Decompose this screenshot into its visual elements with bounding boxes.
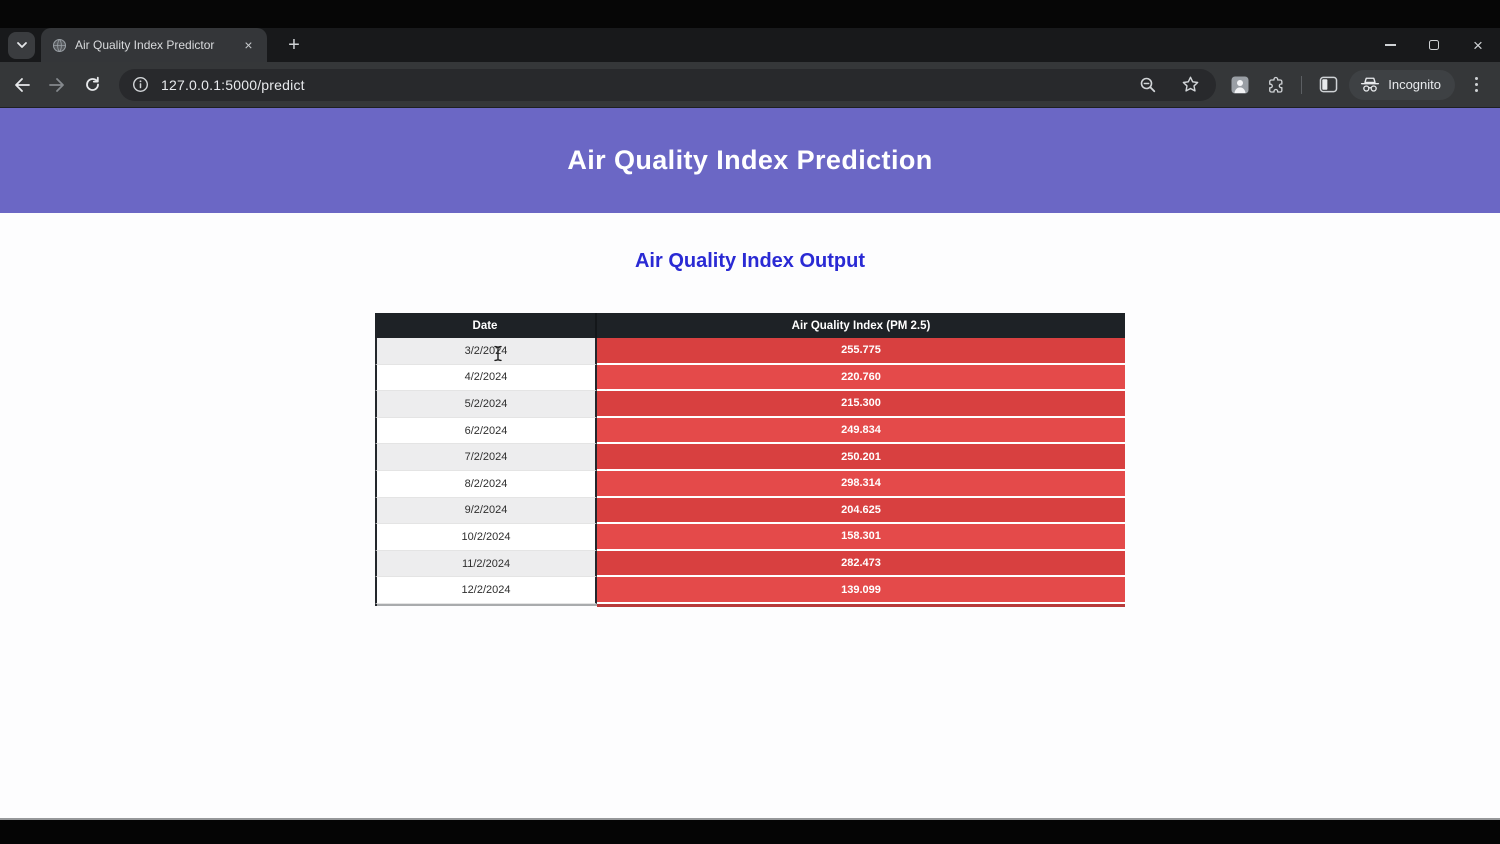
incognito-badge: Incognito bbox=[1349, 69, 1455, 100]
table-row: 11/2/2024 282.473 bbox=[375, 550, 1125, 578]
text-cursor bbox=[492, 345, 504, 362]
tab-search-button[interactable] bbox=[8, 31, 35, 59]
zoom-indicator-button[interactable] bbox=[1134, 71, 1162, 99]
side-panel-icon bbox=[1319, 76, 1338, 93]
browser-menu-button[interactable] bbox=[1462, 71, 1490, 99]
hero-banner: Air Quality Index Prediction bbox=[0, 108, 1500, 213]
aqi-cell: 298.314 bbox=[597, 470, 1125, 498]
column-header-date: Date bbox=[375, 313, 597, 338]
page-content: Air Quality Index Prediction Air Quality… bbox=[0, 108, 1500, 818]
bookmark-star-button[interactable] bbox=[1176, 71, 1204, 99]
table-row: 12/2/2024 139.099 bbox=[375, 577, 1125, 604]
aqi-cell: 139.099 bbox=[597, 577, 1125, 604]
maximize-icon bbox=[1429, 40, 1439, 50]
table-row: 10/2/2024 158.301 bbox=[375, 524, 1125, 551]
section-title: Air Quality Index Output bbox=[634, 250, 865, 272]
table-header-row: Date Air Quality Index (PM 2.5) bbox=[375, 313, 1125, 338]
aqi-cell: 215.300 bbox=[597, 391, 1125, 418]
minimize-icon bbox=[1384, 44, 1396, 46]
person-image-icon bbox=[1230, 75, 1250, 95]
toolbar-separator bbox=[1301, 75, 1303, 94]
info-icon bbox=[132, 76, 149, 93]
kebab-menu-icon bbox=[1474, 77, 1478, 92]
bottom-divider bbox=[0, 818, 1500, 820]
close-icon: × bbox=[1473, 35, 1483, 55]
reload-button[interactable] bbox=[77, 70, 107, 100]
window-maximize-button[interactable] bbox=[1412, 28, 1456, 62]
new-tab-button[interactable]: + bbox=[281, 32, 307, 58]
site-info-button[interactable] bbox=[128, 73, 152, 97]
toolbar-right-cluster: Incognito bbox=[1226, 69, 1490, 100]
table-row: 6/2/2024 249.834 bbox=[375, 417, 1125, 445]
date-cell: 3/2/2024 bbox=[375, 338, 597, 365]
aqi-cell: 249.834 bbox=[597, 417, 1125, 445]
image-extension-button[interactable] bbox=[1226, 71, 1254, 99]
browser-toolbar: 127.0.0.1:5000/predict bbox=[0, 62, 1500, 108]
tab-strip: Air Quality Index Predictor × + × bbox=[0, 28, 1500, 62]
table-row: 8/2/2024 298.314 bbox=[375, 470, 1125, 498]
aqi-cell: 255.775 bbox=[597, 338, 1125, 365]
table-row: 4/2/2024 220.760 bbox=[375, 364, 1125, 392]
date-cell: 8/2/2024 bbox=[375, 470, 597, 498]
forward-button[interactable] bbox=[42, 70, 72, 100]
date-cell: 9/2/2024 bbox=[375, 497, 597, 525]
reload-icon bbox=[84, 76, 101, 93]
letterbox-top bbox=[0, 0, 1500, 28]
table-bottom-edge bbox=[375, 603, 1125, 607]
date-cell: 11/2/2024 bbox=[375, 550, 597, 578]
aqi-cell: 220.760 bbox=[597, 364, 1125, 392]
arrow-left-icon bbox=[13, 77, 31, 93]
aqi-cell: 204.625 bbox=[597, 497, 1125, 525]
letterbox-bottom bbox=[0, 820, 1500, 844]
aqi-table: Date Air Quality Index (PM 2.5) 3/2/2024… bbox=[375, 313, 1125, 607]
aqi-cell: 158.301 bbox=[597, 524, 1125, 551]
date-cell: 4/2/2024 bbox=[375, 364, 597, 392]
address-bar[interactable]: 127.0.0.1:5000/predict bbox=[119, 68, 1217, 101]
magnifier-minus-icon bbox=[1139, 76, 1157, 94]
window-close-button[interactable]: × bbox=[1456, 28, 1500, 62]
extensions-button[interactable] bbox=[1261, 71, 1289, 99]
column-header-aqi: Air Quality Index (PM 2.5) bbox=[791, 319, 931, 332]
date-cell: 12/2/2024 bbox=[375, 577, 597, 604]
date-cell: 6/2/2024 bbox=[375, 417, 597, 445]
chevron-down-icon bbox=[16, 41, 28, 49]
window-minimize-button[interactable] bbox=[1368, 28, 1412, 62]
incognito-icon bbox=[1360, 76, 1380, 93]
tab-close-button[interactable]: × bbox=[244, 37, 253, 53]
table-row: 9/2/2024 204.625 bbox=[375, 497, 1125, 525]
table-row: 3/2/2024 255.775 bbox=[375, 338, 1125, 365]
aqi-cell: 282.473 bbox=[597, 550, 1125, 578]
incognito-label: Incognito bbox=[1388, 77, 1441, 92]
page-title: Air Quality Index Prediction bbox=[567, 145, 933, 175]
star-icon bbox=[1181, 75, 1200, 94]
date-cell: 5/2/2024 bbox=[375, 391, 597, 418]
table-body: 3/2/2024 255.775 4/2/2024 220.760 5/2/20… bbox=[375, 338, 1125, 604]
date-cell: 10/2/2024 bbox=[375, 524, 597, 551]
arrow-right-icon bbox=[48, 77, 66, 93]
url-text: 127.0.0.1:5000/predict bbox=[161, 76, 305, 93]
puzzle-icon bbox=[1265, 75, 1285, 95]
window-controls: × bbox=[1368, 28, 1500, 62]
tab-title: Air Quality Index Predictor bbox=[75, 38, 215, 52]
back-button[interactable] bbox=[7, 70, 37, 100]
side-panel-button[interactable] bbox=[1314, 71, 1342, 99]
table-row: 5/2/2024 215.300 bbox=[375, 391, 1125, 418]
aqi-cell: 250.201 bbox=[597, 444, 1125, 471]
browser-tab[interactable]: Air Quality Index Predictor × bbox=[41, 28, 267, 62]
globe-favicon-icon bbox=[52, 38, 67, 53]
date-cell: 7/2/2024 bbox=[375, 444, 597, 471]
table-row: 7/2/2024 250.201 bbox=[375, 444, 1125, 471]
